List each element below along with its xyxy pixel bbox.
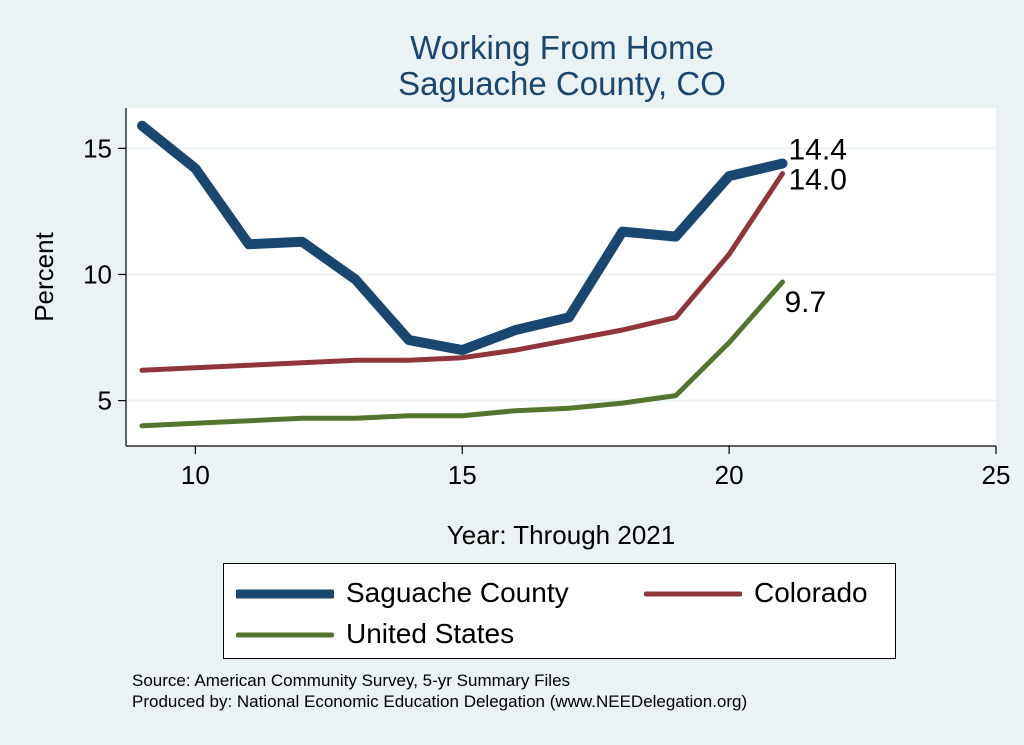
y-axis-label: Percent: [29, 231, 59, 321]
x-axis-label: Year: Through 2021: [447, 520, 675, 550]
x-tick-label-10: 10: [181, 460, 210, 490]
legend-swatch-colorado: [644, 591, 742, 597]
y-tick-label-10: 10: [83, 259, 112, 289]
legend-label-saguache-county: Saguache County: [346, 577, 569, 608]
series-line-saguache-county: [137, 120, 788, 356]
legend-label-united-states: United States: [346, 618, 515, 649]
legend-swatch-united-states: [236, 632, 334, 638]
end-label-colorado: 14.0: [789, 164, 847, 197]
produced-by-note: Produced by: National Economic Education…: [132, 692, 748, 711]
x-tick-label-25: 25: [982, 460, 1011, 490]
chart-notes: Source: American Community Survey, 5-yr …: [132, 670, 747, 712]
axes: 5 10 15 10 15 20 25: [83, 108, 1010, 490]
grid-lines: [126, 147, 996, 402]
chart-title-line-1: Working From Home: [410, 29, 714, 66]
series-lines: [137, 120, 788, 429]
x-tick-label-15: 15: [448, 460, 477, 490]
legend-label-colorado: Colorado: [754, 577, 868, 608]
legend: Saguache County Colorado United States: [223, 563, 896, 659]
end-labels: 14.414.0 9.7: [785, 133, 847, 319]
x-tick-label-20: 20: [715, 460, 744, 490]
end-label-saguache-county: 14.4: [789, 133, 847, 166]
series-line-united-states: [139, 279, 785, 429]
y-tick-label-15: 15: [83, 133, 112, 163]
plot-area: [126, 108, 996, 446]
source-note: Source: American Community Survey, 5-yr …: [132, 671, 571, 690]
chart-title-line-2: Saguache County, CO: [398, 65, 726, 102]
y-tick-label-5: 5: [98, 386, 112, 416]
end-label-united-states: 9.7: [785, 286, 827, 319]
series-line-colorado: [139, 171, 785, 373]
legend-swatch-saguache-county: [236, 589, 334, 599]
